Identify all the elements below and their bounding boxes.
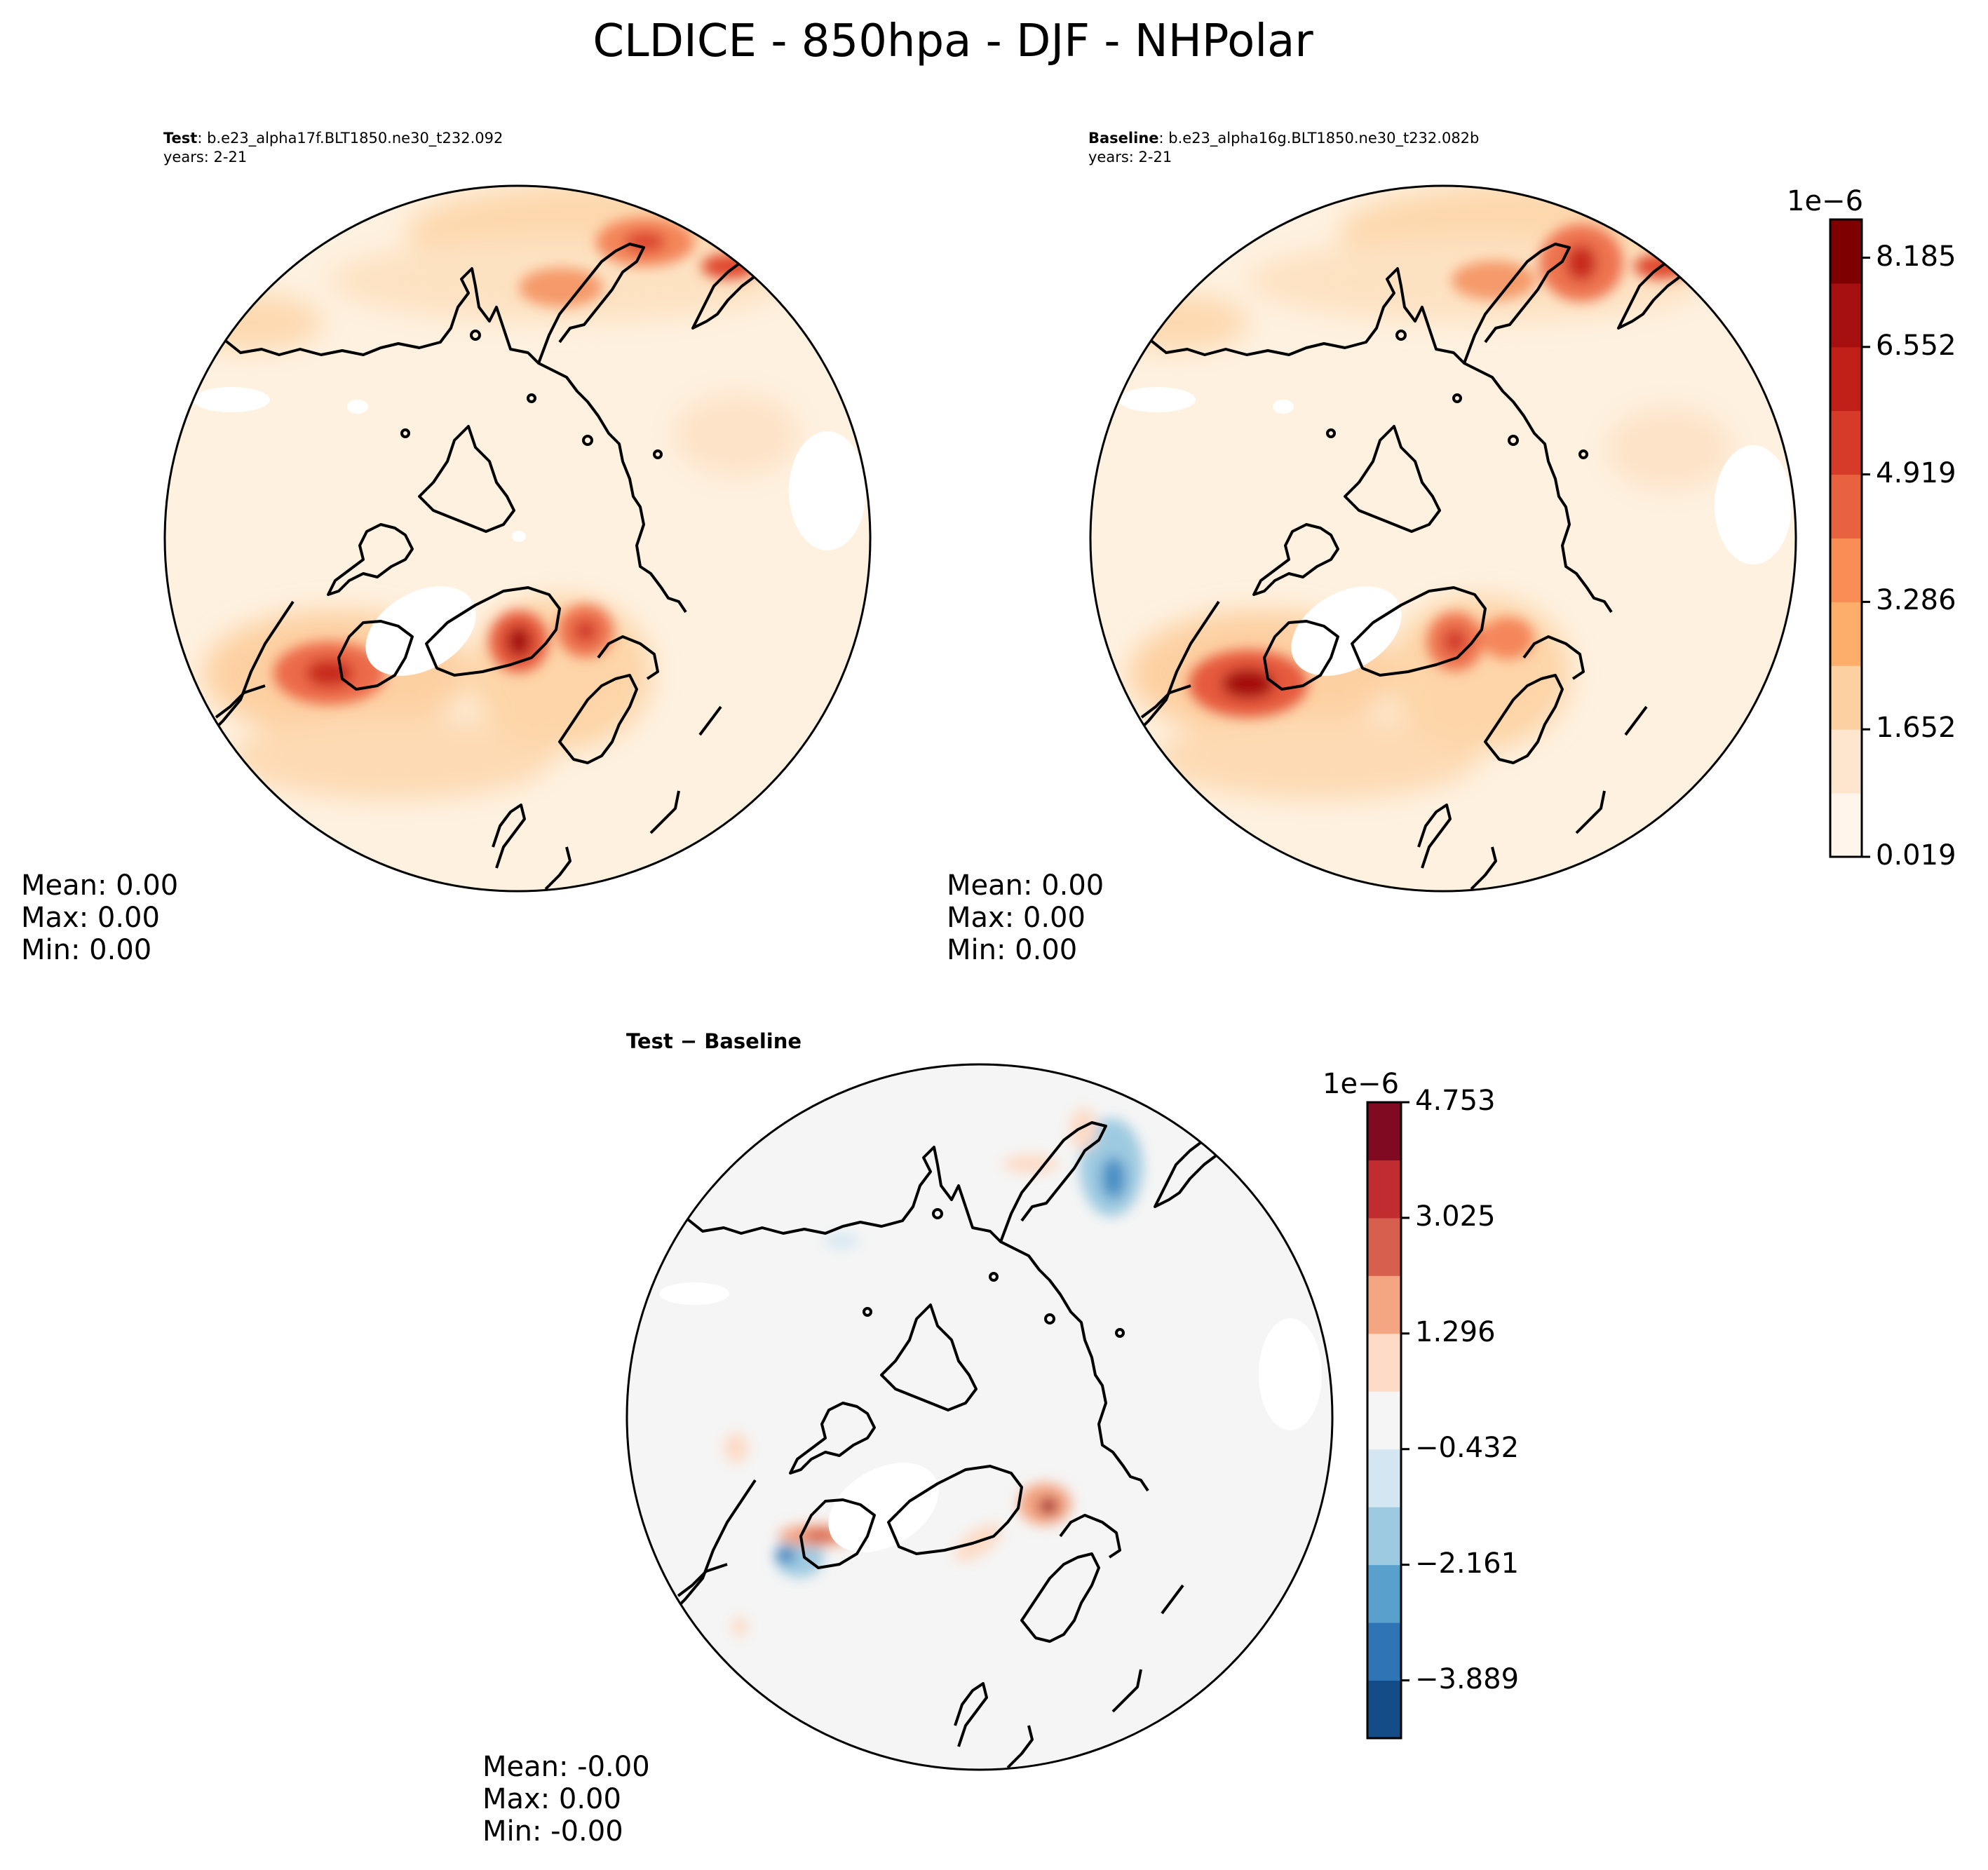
baseline-years: years: 2-21 <box>1088 149 1172 165</box>
colorbar-diff-tick-label: −0.432 <box>1415 1431 1520 1464</box>
baseline-map-border <box>1089 184 1797 893</box>
diff-map-border <box>626 1063 1334 1771</box>
colorbar-diff-swatch <box>1367 1102 1401 1160</box>
colorbar-diff-swatch <box>1367 1564 1401 1623</box>
diff-map-field <box>656 1108 1322 1769</box>
colorbar-main-tick-label: 3.286 <box>1876 584 1956 617</box>
colorbar-diff-swatch <box>1367 1622 1401 1681</box>
baseline-caption: Baseline: b.e23_alpha16g.BLT1850.ne30_t2… <box>1088 129 1479 167</box>
colorbar-main-swatch <box>1830 665 1862 730</box>
diff-stats: Mean: -0.00 Max: 0.00 Min: -0.00 <box>482 1751 650 1848</box>
test-map <box>163 184 872 893</box>
test-stat-max: Max: 0.00 <box>21 902 160 934</box>
baseline-map <box>1089 184 1797 893</box>
colorbar-diff-swatch <box>1367 1680 1401 1739</box>
colorbar-diff-swatch <box>1367 1391 1401 1450</box>
diff-stat-max: Max: 0.00 <box>482 1783 621 1815</box>
colorbar-diff-swatch <box>1367 1449 1401 1507</box>
colorbar-main-swatch <box>1830 729 1862 794</box>
diff-map <box>626 1063 1334 1771</box>
colorbar-main-tick-label: 4.919 <box>1876 456 1956 489</box>
colorbar-diff-swatch <box>1367 1275 1401 1334</box>
baseline-caption-label: Baseline <box>1088 130 1159 147</box>
baseline-caption-value: : b.e23_alpha16g.BLT1850.ne30_t232.082b <box>1158 130 1480 147</box>
colorbar-diff-swatch <box>1367 1217 1401 1276</box>
colorbar-main-border <box>1829 218 1863 858</box>
colorbar-diff-tick-label: 3.025 <box>1415 1200 1496 1233</box>
figure-title: CLDICE - 850hpa - DJF - NHPolar <box>593 15 1313 67</box>
colorbar-main-swatch <box>1830 538 1862 602</box>
test-stats: Mean: 0.00 Max: 0.00 Min: 0.00 <box>21 869 178 966</box>
colorbar-main-swatch <box>1830 219 1862 284</box>
colorbar-main-swatch <box>1830 283 1862 348</box>
test-caption-value: : b.e23_alpha17f.BLT1850.ne30_t232.092 <box>197 130 503 147</box>
colorbar-diff-swatch <box>1367 1160 1401 1219</box>
baseline-stat-max: Max: 0.00 <box>947 902 1086 934</box>
test-stat-min: Min: 0.00 <box>21 934 152 966</box>
colorbar-diff-tick-label: 4.753 <box>1415 1085 1496 1117</box>
colorbar-diff-tick-label: −3.889 <box>1415 1662 1520 1695</box>
baseline-stat-mean: Mean: 0.00 <box>947 869 1104 902</box>
colorbar-main-tick-label: 1.652 <box>1876 712 1956 745</box>
colorbar-main-swatch <box>1830 474 1862 538</box>
colorbar-diff-border <box>1366 1101 1402 1740</box>
diff-stat-min: Min: -0.00 <box>482 1815 623 1848</box>
colorbar-diff-exponent: 1e−6 <box>1323 1068 1400 1100</box>
colorbar-main-swatch <box>1830 602 1862 666</box>
test-caption-label: Test <box>163 130 198 147</box>
test-stat-mean: Mean: 0.00 <box>21 869 179 902</box>
colorbar-main-tick-label: 0.019 <box>1876 839 1956 872</box>
colorbar-main-tick-label: 8.185 <box>1876 240 1956 273</box>
colorbar-main-swatch <box>1830 346 1862 412</box>
test-caption: Test: b.e23_alpha17f.BLT1850.ne30_t232.0… <box>163 129 503 167</box>
colorbar-main-exponent: 1e−6 <box>1787 185 1864 217</box>
colorbar-diff-tick-label: 1.296 <box>1415 1315 1496 1348</box>
diff-title: Test − Baseline <box>626 1029 802 1053</box>
diff-stat-mean: Mean: -0.00 <box>482 1751 650 1783</box>
colorbar-diff <box>1366 1101 1409 1740</box>
baseline-stats: Mean: 0.00 Max: 0.00 Min: 0.00 <box>947 869 1104 966</box>
baseline-stat-min: Min: 0.00 <box>947 934 1078 966</box>
test-map-border <box>163 184 872 893</box>
baseline-map-field <box>1108 186 1792 890</box>
colorbar-main-tick-label: 6.552 <box>1876 329 1956 362</box>
test-years: years: 2-21 <box>163 149 248 165</box>
colorbar-diff-swatch <box>1367 1507 1401 1566</box>
colorbar-main <box>1829 218 1870 858</box>
diff-map-background <box>627 1064 1332 1770</box>
colorbar-main-swatch <box>1830 410 1862 475</box>
colorbar-diff-tick-label: −2.161 <box>1415 1547 1520 1580</box>
colorbar-main-swatch <box>1830 793 1862 858</box>
colorbar-diff-swatch <box>1367 1333 1401 1392</box>
